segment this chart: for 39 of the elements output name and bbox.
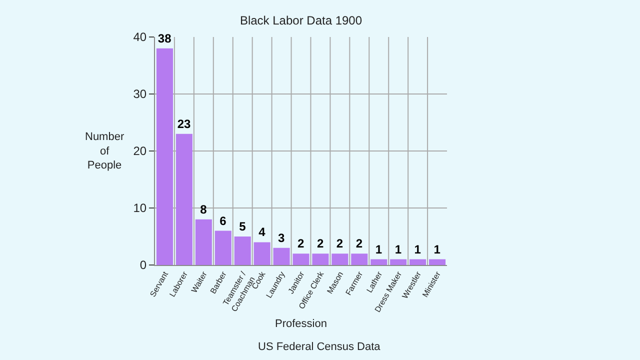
data-label: 38 — [158, 31, 172, 46]
data-label: 1 — [375, 242, 382, 256]
y-tick-label: 30 — [133, 87, 147, 102]
data-label: 3 — [278, 230, 286, 245]
bar — [390, 259, 407, 265]
data-label: 6 — [220, 214, 227, 228]
data-label: 2 — [356, 236, 363, 251]
y-tick-label: 10 — [133, 201, 147, 216]
bar — [234, 236, 251, 265]
bar — [351, 254, 368, 265]
bar — [292, 254, 310, 265]
y-axis-title: Number of People — [85, 131, 124, 172]
bar — [254, 242, 270, 265]
data-label: 4 — [258, 225, 266, 240]
bar — [214, 230, 232, 265]
bar — [410, 259, 426, 265]
y-tick-label: 20 — [133, 144, 147, 158]
bar — [176, 134, 192, 265]
x-axis-title: Profession — [275, 318, 327, 330]
bar — [370, 259, 388, 265]
bar — [312, 254, 329, 265]
chart-title: Black Labor Data 1900 — [240, 14, 362, 28]
y-tick-label: 40 — [133, 30, 147, 44]
y-tick-label: 0 — [140, 258, 147, 272]
bar — [156, 48, 174, 265]
data-label: 1 — [414, 242, 422, 256]
data-label: 8 — [200, 202, 208, 216]
text: US Federal Census Data — [258, 341, 382, 353]
bar — [332, 254, 348, 265]
data-label: 1 — [434, 242, 441, 256]
data-label: 2 — [336, 236, 344, 251]
data-label: 1 — [394, 242, 402, 256]
data-label: 2 — [316, 236, 324, 251]
data-label: 5 — [239, 220, 246, 234]
bar — [428, 259, 446, 265]
bar — [273, 248, 290, 265]
bar — [195, 219, 212, 265]
data-label: 23 — [177, 116, 192, 131]
data-label: 2 — [298, 236, 304, 251]
